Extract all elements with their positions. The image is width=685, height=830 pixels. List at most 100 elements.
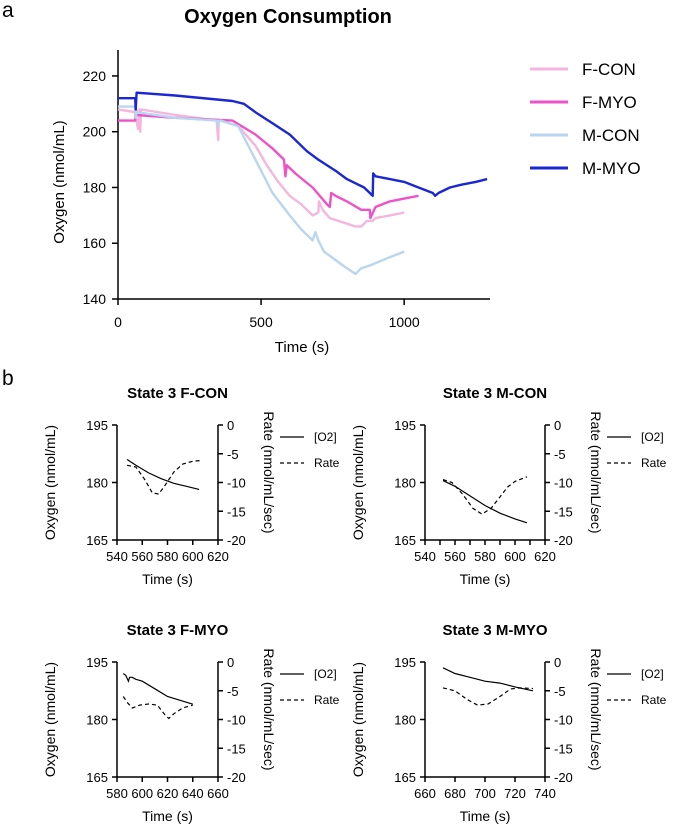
state3-fmyo-y-tick-label: 180 bbox=[86, 713, 108, 728]
state3-mmyo-y-axis-label: Oxygen (nmol/mL) bbox=[350, 662, 366, 777]
state3-mcon-y2-tick-label: -10 bbox=[554, 476, 573, 491]
state3-mcon-y2-axis-label: Rate (nmol/mL/sec) bbox=[588, 411, 604, 533]
state3-mcon-legend-label: [O2] bbox=[641, 430, 664, 444]
state3-mmyo-x-tick-label: 660 bbox=[414, 786, 436, 801]
main-chart-title: Oxygen Consumption bbox=[184, 6, 392, 28]
main-chart: Oxygen Consumption Time (s) Oxygen (nmol… bbox=[51, 6, 641, 356]
state3-mcon-x-tick-label: 580 bbox=[474, 549, 496, 564]
state3-fmyo-legend-label: Rate bbox=[314, 693, 340, 707]
state3-fmyo-y-axis-label: Oxygen (nmol/mL) bbox=[42, 662, 58, 777]
state3-fmyo-x-tick-label: 640 bbox=[182, 786, 204, 801]
legend-label-f-con: F-CON bbox=[582, 60, 636, 79]
state3-fmyo-x-axis-label: Time (s) bbox=[142, 808, 193, 824]
series-line-m-myo bbox=[118, 91, 488, 197]
series-line-f-myo bbox=[118, 105, 419, 220]
main-x-tick-label: 0 bbox=[114, 314, 122, 330]
state3-fmyo-y-tick-label: 195 bbox=[86, 655, 108, 670]
main-y-tick-label: 200 bbox=[83, 124, 107, 140]
state3-fcon-x-tick-label: 540 bbox=[106, 549, 128, 564]
state3-mcon-y-tick-label: 195 bbox=[394, 418, 416, 433]
state3-mcon-x-tick-label: 600 bbox=[504, 549, 526, 564]
state3-mcon-x-axis-label: Time (s) bbox=[460, 571, 511, 587]
state3-mcon-x-tick-label: 560 bbox=[444, 549, 466, 564]
state3-mmyo-x-tick-label: 740 bbox=[534, 786, 556, 801]
state3-mcon-y2-tick-label: -5 bbox=[554, 447, 566, 462]
state3-mmyo-chart: State 3 M-MYO 165 180 195 0 -5 -10 -15 -20 660 680… bbox=[350, 622, 667, 824]
state3-mmyo-x-tick-label: 720 bbox=[504, 786, 526, 801]
legend-label-m-myo: M-MYO bbox=[582, 159, 641, 178]
state3-fcon-x-tick-label: 600 bbox=[182, 549, 204, 564]
state3-mmyo-y2-axis-label: Rate (nmol/mL/sec) bbox=[588, 648, 604, 770]
state3-fmyo-o2-line bbox=[122, 673, 193, 705]
state3-fcon-y2-tick-label: -15 bbox=[227, 504, 246, 519]
state3-mcon-x-tick-label: 620 bbox=[534, 549, 556, 564]
state3-fmyo-x-tick-label: 660 bbox=[207, 786, 229, 801]
state3-fcon-legend-label: Rate bbox=[314, 456, 340, 470]
state3-mcon-title: State 3 M-CON bbox=[443, 385, 547, 402]
state3-mcon-y2-tick-label: -15 bbox=[554, 504, 573, 519]
state3-fcon-y2-tick-label: 0 bbox=[227, 418, 234, 433]
state3-fmyo-x-tick-label: 600 bbox=[131, 786, 153, 801]
state3-fcon-legend-label: [O2] bbox=[314, 430, 337, 444]
state3-fmyo-y2-tick-label: -5 bbox=[227, 684, 239, 699]
state3-mmyo-x-tick-label: 680 bbox=[444, 786, 466, 801]
state3-fcon-y2-tick-label: -10 bbox=[227, 476, 246, 491]
state3-mmyo-x-axis-label: Time (s) bbox=[460, 808, 511, 824]
panel-label-a: a bbox=[2, 0, 14, 22]
state3-fcon-o2-line bbox=[126, 458, 200, 490]
state3-mmyo-y2-tick-label: 0 bbox=[554, 655, 561, 670]
state3-fcon-rate-line bbox=[126, 460, 201, 495]
main-y-tick-label: 220 bbox=[83, 68, 107, 84]
main-y-axis-label: Oxygen (nmol/mL) bbox=[51, 120, 68, 243]
state3-fmyo-x-tick-label: 580 bbox=[106, 786, 128, 801]
state3-fcon-y-axis-label: Oxygen (nmol/mL) bbox=[42, 425, 58, 540]
state3-mmyo-y2-tick-label: -20 bbox=[554, 770, 573, 785]
series-line-f-con bbox=[117, 108, 405, 228]
state3-fcon-x-tick-label: 620 bbox=[207, 549, 229, 564]
state3-fmyo-y2-tick-label: -20 bbox=[227, 770, 246, 785]
main-x-tick-label: 500 bbox=[249, 314, 273, 330]
state3-mmyo-x-tick-label: 700 bbox=[474, 786, 496, 801]
state3-mmyo-y2-tick-label: -10 bbox=[554, 713, 573, 728]
state3-fmyo-y-tick-label: 165 bbox=[86, 770, 108, 785]
state3-mcon-y-tick-label: 180 bbox=[394, 476, 416, 491]
state3-fcon-title: State 3 F-CON bbox=[127, 385, 228, 402]
main-legend: F-CON F-MYO M-CON M-MYO bbox=[530, 60, 641, 178]
panel-label-b: b bbox=[2, 367, 14, 390]
state3-mmyo-y-tick-label: 180 bbox=[394, 713, 416, 728]
state3-fmyo-y2-tick-label: 0 bbox=[227, 655, 234, 670]
state3-mcon-rate-line bbox=[442, 476, 528, 515]
state3-mcon-y2-tick-label: 0 bbox=[554, 418, 561, 433]
state3-fmyo-y2-tick-label: -10 bbox=[227, 713, 246, 728]
state3-mmyo-o2-line bbox=[442, 667, 534, 692]
state3-fcon-y2-axis-label: Rate (nmol/mL/sec) bbox=[261, 411, 277, 533]
state3-fcon-x-tick-label: 560 bbox=[131, 549, 153, 564]
state3-mmyo-title: State 3 M-MYO bbox=[442, 622, 547, 639]
state3-fmyo-x-tick-label: 620 bbox=[157, 786, 179, 801]
state3-fcon-y-tick-label: 165 bbox=[86, 533, 108, 548]
state3-fcon-x-axis-label: Time (s) bbox=[142, 571, 193, 587]
state3-mcon-legend-label: Rate bbox=[641, 456, 667, 470]
state3-fcon-y2-tick-label: -20 bbox=[227, 533, 246, 548]
state3-fmyo-y2-tick-label: -15 bbox=[227, 741, 246, 756]
state3-mcon-x-tick-label: 540 bbox=[414, 549, 436, 564]
state3-fmyo-y2-axis-label: Rate (nmol/mL/sec) bbox=[261, 648, 277, 770]
state3-fmyo-legend-label: [O2] bbox=[314, 667, 337, 681]
main-series-lines bbox=[117, 91, 488, 276]
state3-fcon-y-tick-label: 195 bbox=[86, 418, 108, 433]
state3-fcon-y2-tick-label: -5 bbox=[227, 447, 239, 462]
state3-mmyo-y2-tick-label: -5 bbox=[554, 684, 566, 699]
legend-label-f-myo: F-MYO bbox=[582, 93, 637, 112]
state3-fmyo-chart: State 3 F-MYO 165 180 195 0 -5 -10 -15 -20 580 600… bbox=[42, 622, 340, 824]
state3-mmyo-legend-label: [O2] bbox=[641, 667, 664, 681]
state3-mcon-chart: State 3 M-CON 165 180 195 0 -5 -10 -15 -20 540 560… bbox=[350, 385, 667, 587]
main-x-axis-label: Time (s) bbox=[275, 339, 329, 356]
series-line-m-con bbox=[118, 105, 405, 276]
state3-mcon-y-axis-label: Oxygen (nmol/mL) bbox=[350, 425, 366, 540]
state3-mmyo-y-tick-label: 195 bbox=[394, 655, 416, 670]
main-axes: 140 160 180 200 220 0 500 1000 bbox=[83, 50, 490, 330]
state3-mcon-y2-tick-label: -20 bbox=[554, 533, 573, 548]
state3-fcon-x-tick-label: 580 bbox=[157, 549, 179, 564]
state3-mmyo-legend-label: Rate bbox=[641, 693, 667, 707]
